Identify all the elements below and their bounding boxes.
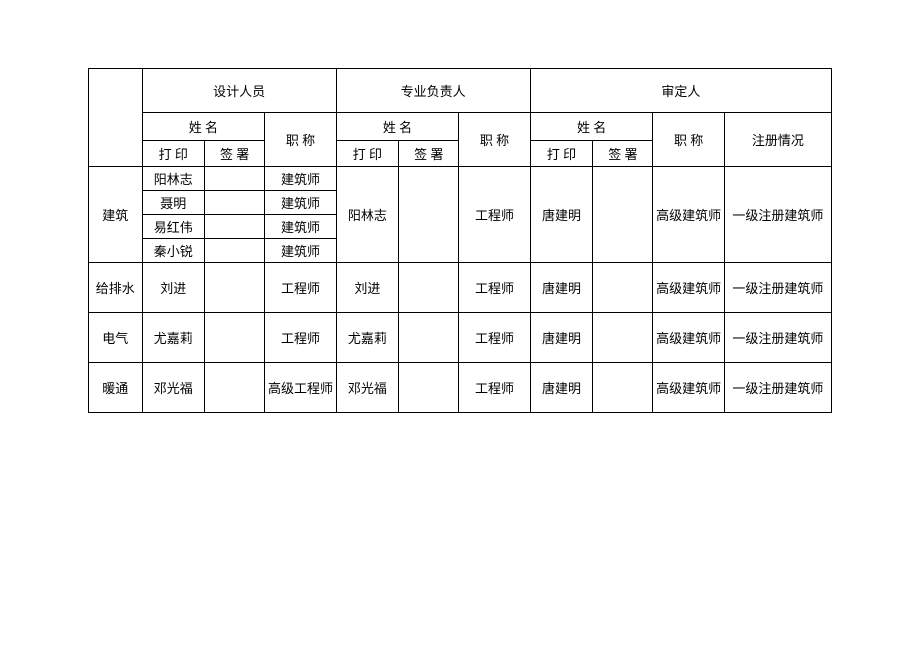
header-approver: 审定人 <box>530 69 831 113</box>
hvac-l-sign <box>399 363 459 413</box>
header-designer: 设计人员 <box>142 69 336 113</box>
elec-reg: 一级注册建筑师 <box>724 313 831 363</box>
elec-l-sign <box>399 313 459 363</box>
hvac-l-print: 邓光福 <box>336 363 398 413</box>
arch-d-print-0: 阳林志 <box>142 167 204 191</box>
water-l-print: 刘进 <box>336 263 398 313</box>
label-hvac: 暖通 <box>89 363 143 413</box>
hvac-d-title: 高级工程师 <box>265 363 336 413</box>
hvac-d-print: 邓光福 <box>142 363 204 413</box>
water-l-title: 工程师 <box>459 263 530 313</box>
water-d-title: 工程师 <box>265 263 336 313</box>
arch-l-title: 工程师 <box>459 167 530 263</box>
hvac-a-sign <box>593 363 653 413</box>
arch-d-sign-2 <box>205 215 265 239</box>
header-print-2: 打 印 <box>336 141 398 167</box>
elec-a-title: 高级建筑师 <box>653 313 724 363</box>
corner-blank <box>89 69 143 167</box>
hvac-d-sign <box>205 363 265 413</box>
label-arch: 建筑 <box>89 167 143 263</box>
header-sign-1: 签 署 <box>205 141 265 167</box>
hvac-l-title: 工程师 <box>459 363 530 413</box>
hvac-a-print: 唐建明 <box>530 363 592 413</box>
arch-l-print: 阳林志 <box>336 167 398 263</box>
elec-l-title: 工程师 <box>459 313 530 363</box>
arch-a-print: 唐建明 <box>530 167 592 263</box>
arch-d-title-0: 建筑师 <box>265 167 336 191</box>
header-lead: 专业负责人 <box>336 69 530 113</box>
arch-d-print-2: 易红伟 <box>142 215 204 239</box>
header-name-2: 姓 名 <box>336 113 459 141</box>
label-water: 给排水 <box>89 263 143 313</box>
elec-d-title: 工程师 <box>265 313 336 363</box>
hvac-a-title: 高级建筑师 <box>653 363 724 413</box>
personnel-table: 设计人员 专业负责人 审定人 姓 名 职 称 姓 名 职 称 姓 名 职 称 注… <box>88 68 832 413</box>
header-title-1: 职 称 <box>265 113 336 167</box>
arch-reg: 一级注册建筑师 <box>724 167 831 263</box>
header-sign-3: 签 署 <box>593 141 653 167</box>
header-name-1: 姓 名 <box>142 113 265 141</box>
arch-d-title-2: 建筑师 <box>265 215 336 239</box>
water-d-print: 刘进 <box>142 263 204 313</box>
arch-d-print-1: 聂明 <box>142 191 204 215</box>
arch-l-sign <box>399 167 459 263</box>
arch-d-sign-1 <box>205 191 265 215</box>
water-a-print: 唐建明 <box>530 263 592 313</box>
elec-d-print: 尤嘉莉 <box>142 313 204 363</box>
arch-d-sign-3 <box>205 239 265 263</box>
water-l-sign <box>399 263 459 313</box>
elec-a-sign <box>593 313 653 363</box>
arch-d-title-1: 建筑师 <box>265 191 336 215</box>
water-a-title: 高级建筑师 <box>653 263 724 313</box>
elec-d-sign <box>205 313 265 363</box>
hvac-reg: 一级注册建筑师 <box>724 363 831 413</box>
arch-a-sign <box>593 167 653 263</box>
elec-l-print: 尤嘉莉 <box>336 313 398 363</box>
header-reg: 注册情况 <box>724 113 831 167</box>
header-title-2: 职 称 <box>459 113 530 167</box>
header-print-1: 打 印 <box>142 141 204 167</box>
arch-a-title: 高级建筑师 <box>653 167 724 263</box>
arch-d-print-3: 秦小锐 <box>142 239 204 263</box>
arch-d-sign-0 <box>205 167 265 191</box>
water-a-sign <box>593 263 653 313</box>
header-print-3: 打 印 <box>530 141 592 167</box>
label-elec: 电气 <box>89 313 143 363</box>
header-sign-2: 签 署 <box>399 141 459 167</box>
elec-a-print: 唐建明 <box>530 313 592 363</box>
header-title-3: 职 称 <box>653 113 724 167</box>
water-d-sign <box>205 263 265 313</box>
arch-d-title-3: 建筑师 <box>265 239 336 263</box>
water-reg: 一级注册建筑师 <box>724 263 831 313</box>
header-name-3: 姓 名 <box>530 113 653 141</box>
